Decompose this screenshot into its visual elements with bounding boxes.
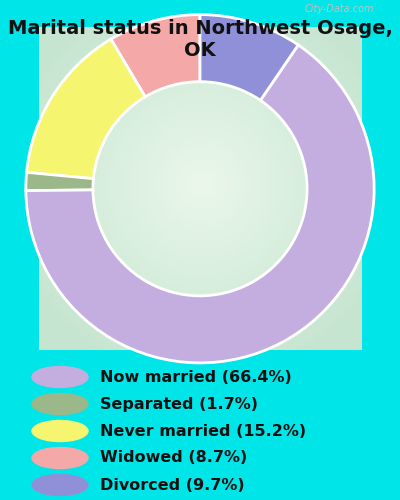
Circle shape xyxy=(32,448,88,468)
Wedge shape xyxy=(27,39,145,178)
Wedge shape xyxy=(111,14,200,97)
Text: City-Data.com: City-Data.com xyxy=(304,4,374,15)
Wedge shape xyxy=(26,172,94,190)
Text: Never married (15.2%): Never married (15.2%) xyxy=(100,424,306,438)
Circle shape xyxy=(32,394,88,414)
Text: Now married (66.4%): Now married (66.4%) xyxy=(100,370,292,384)
Text: Separated (1.7%): Separated (1.7%) xyxy=(100,396,258,411)
Text: Widowed (8.7%): Widowed (8.7%) xyxy=(100,450,247,466)
Text: Divorced (9.7%): Divorced (9.7%) xyxy=(100,478,245,492)
Text: Marital status in Northwest Osage, OK: Marital status in Northwest Osage, OK xyxy=(8,19,392,60)
Circle shape xyxy=(32,366,88,388)
Circle shape xyxy=(32,474,88,496)
Wedge shape xyxy=(200,14,298,100)
Circle shape xyxy=(32,420,88,442)
Wedge shape xyxy=(26,45,374,363)
